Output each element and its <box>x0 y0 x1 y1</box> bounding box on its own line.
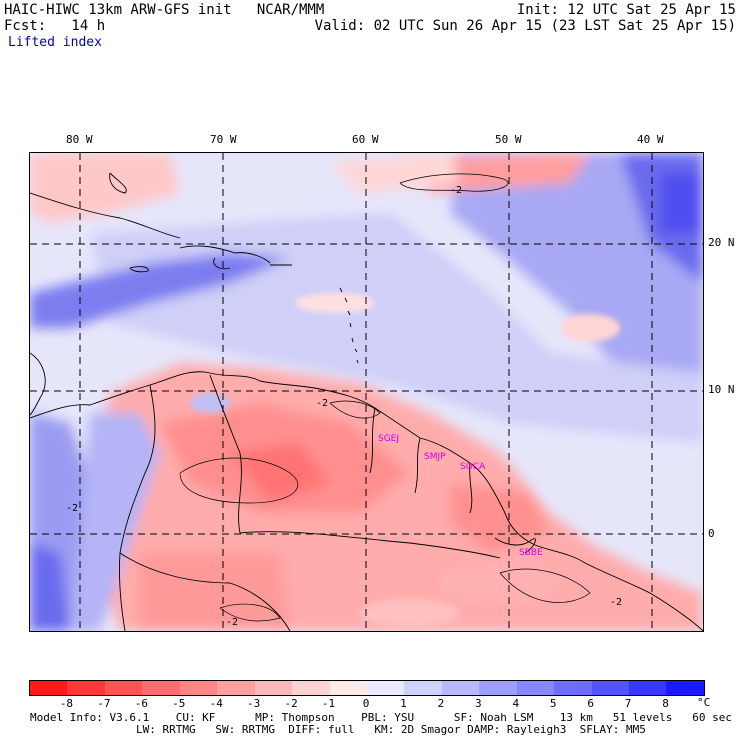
colorbar-segment <box>441 681 480 695</box>
colorbar-tick-label: 6 <box>587 697 594 710</box>
colorbar-segment <box>629 681 667 695</box>
colorbar-segment <box>67 681 105 695</box>
valid-time: Valid: 02 UTC Sun 26 Apr 15 (23 LST Sat … <box>314 18 736 34</box>
model-info-line1: Model Info: V3.6.1 CU: KF MP: Thompson P… <box>30 711 732 724</box>
model-title: HAIC-HIWC 13km ARW-GFS init NCAR/MMM <box>4 2 325 18</box>
contour-label: -2 <box>610 597 622 608</box>
coastlines <box>30 172 703 631</box>
colorbar-segment <box>591 681 629 695</box>
colorbar-segment <box>30 681 68 695</box>
map-svg: -2 -2 -2 -2 -2 SGEJ SMJP SOCA SBBE <box>30 153 703 631</box>
lat-label-20n: 20 N <box>708 236 735 249</box>
lon-label-60w: 60 W <box>352 133 379 146</box>
colorbar-segment <box>104 681 143 695</box>
colorbar-segment <box>554 681 592 695</box>
colorbar-labels: -8 -7 -6 -5 -4 -3 -2 -1 0 1 2 3 4 5 6 7 8 <box>29 697 703 710</box>
field-shading <box>30 153 703 631</box>
field-detail <box>190 293 620 627</box>
lat-label-0: 0 <box>708 527 715 540</box>
contour-label: -2 <box>226 617 238 628</box>
colorbar-tick-label: 4 <box>512 697 520 710</box>
colorbar-tick-label: -2 <box>284 697 298 710</box>
contour-label: -2 <box>66 503 78 514</box>
field-name: Lifted index <box>8 35 102 50</box>
colorbar-segment <box>329 681 367 695</box>
station-sbbe: SBBE <box>519 548 543 558</box>
colorbar-tick-label: 0 <box>362 697 370 710</box>
station-smjp: SMJP <box>424 452 446 462</box>
lat-label-10n: 10 N <box>708 383 735 396</box>
colorbar-segment <box>292 681 330 695</box>
model-info-line2: LW: RRTMG SW: RRTMG DIFF: full KM: 2D Sm… <box>30 723 646 736</box>
colorbar-tick-label: 8 <box>662 697 669 710</box>
lon-label-40w: 40 W <box>637 133 664 146</box>
colorbar-unit: °C <box>697 696 711 709</box>
colorbar-tick-label: -6 <box>134 697 148 710</box>
colorbar-segment <box>366 681 405 695</box>
colorbar-segment <box>516 681 555 695</box>
lat-lon-grid <box>30 153 703 631</box>
station-sgej: SGEJ <box>378 434 399 444</box>
colorbar-tick-label: -7 <box>97 697 111 710</box>
contours <box>179 173 591 622</box>
colorbar-segment <box>479 681 517 695</box>
colorbar-segment <box>254 681 293 695</box>
colorbar-segment <box>179 681 218 695</box>
colorbar-tick-label: -8 <box>59 697 74 710</box>
colorbar-segment <box>666 681 704 695</box>
lon-label-50w: 50 W <box>495 133 522 146</box>
colorbar-tick-label: -4 <box>209 697 223 710</box>
station-soca: SOCA <box>460 462 486 472</box>
colorbar-tick-label: 7 <box>624 697 632 710</box>
forecast-hour: Fcst: 14 h <box>4 18 106 34</box>
contour-label: -2 <box>316 398 328 409</box>
colorbar-segment <box>404 681 442 695</box>
colorbar <box>29 680 705 696</box>
colorbar-tick-label: -3 <box>247 697 261 710</box>
contour-label: -2 <box>450 185 462 196</box>
colorbar-tick-label: 2 <box>437 697 445 710</box>
colorbar-tick-label: -1 <box>321 697 336 710</box>
colorbar-segment <box>217 681 255 695</box>
lifted-index-map: -2 -2 -2 -2 -2 SGEJ SMJP SOCA SBBE <box>29 152 704 632</box>
colorbar-tick-label: 3 <box>475 697 482 710</box>
colorbar-tick-label: 1 <box>400 697 407 710</box>
lon-label-80w: 80 W <box>66 133 93 146</box>
lon-label-70w: 70 W <box>210 133 237 146</box>
colorbar-tick-label: 5 <box>549 697 557 710</box>
colorbar-tick-label: -5 <box>172 697 186 710</box>
init-time: Init: 12 UTC Sat 25 Apr 15 <box>516 2 736 18</box>
colorbar-segment <box>142 681 180 695</box>
